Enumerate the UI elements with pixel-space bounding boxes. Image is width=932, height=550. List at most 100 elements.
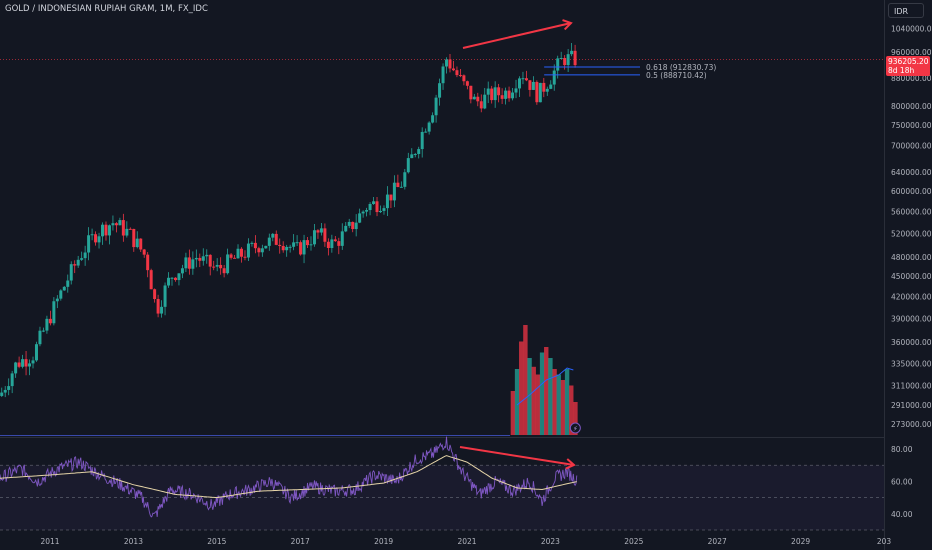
- candle-body: [573, 50, 577, 66]
- candle-body: [333, 239, 337, 242]
- candle-body: [146, 254, 150, 271]
- candle-body: [378, 210, 382, 213]
- candle-body: [552, 70, 556, 85]
- volume-bar: [531, 366, 536, 435]
- candle-body: [215, 264, 219, 267]
- candle-body: [361, 211, 365, 214]
- candle-body: [14, 362, 18, 374]
- candle-body: [7, 386, 11, 390]
- candle-body: [385, 194, 389, 209]
- candle-body: [240, 248, 244, 257]
- candle-body: [236, 248, 240, 259]
- candle-body: [17, 362, 21, 367]
- candle-body: [483, 94, 487, 109]
- candle-body: [94, 234, 98, 243]
- candle-body: [490, 88, 494, 101]
- currency-button[interactable]: IDR: [888, 3, 924, 18]
- candle-body: [222, 268, 226, 274]
- price-axis-label-13: 390000.00: [891, 314, 932, 323]
- candle-body: [306, 240, 310, 246]
- candle-body: [517, 78, 521, 89]
- candle-body: [250, 242, 254, 244]
- candle-body: [344, 225, 348, 232]
- candle-body: [229, 254, 233, 258]
- candle-body: [472, 96, 476, 100]
- candle-body: [358, 213, 362, 223]
- chart-title: GOLD / INDONESIAN RUPIAH GRAM, 1M, FX_ID…: [5, 4, 208, 14]
- candle-body: [406, 158, 410, 173]
- candle-body: [514, 88, 518, 93]
- candle-body: [302, 240, 306, 255]
- candle-body: [469, 85, 473, 100]
- candle-body: [76, 259, 80, 266]
- time-axis-label-2: 2015: [207, 537, 226, 546]
- last-price-tag: 936205.20 8d 18h: [886, 56, 930, 76]
- candle-body: [292, 242, 296, 247]
- candle-body: [69, 264, 73, 281]
- price-axis-label-1: 960000.00: [891, 48, 932, 57]
- candle-body: [531, 81, 535, 90]
- volume-bar: [535, 374, 541, 435]
- candle-body: [149, 270, 153, 290]
- volume-bar: [569, 385, 574, 435]
- candle-body: [372, 201, 376, 204]
- volume-bar: [527, 358, 532, 435]
- candle-body: [511, 92, 515, 99]
- candle-body: [97, 236, 101, 243]
- volume-bar: [514, 369, 520, 435]
- volume-bar: [519, 341, 524, 435]
- candle-body: [382, 208, 386, 211]
- rsi-divergence-arrow-head: [565, 458, 576, 470]
- candle-body: [163, 285, 167, 307]
- price-axis-label-0: 1040000.00: [891, 24, 932, 33]
- candle-body: [365, 210, 369, 212]
- candle-body: [28, 363, 32, 367]
- candle-body: [80, 258, 84, 260]
- volume-bar: [556, 374, 561, 435]
- candle-body: [274, 233, 278, 245]
- candle-body: [493, 87, 497, 101]
- time-axis-label-7: 2025: [624, 537, 643, 546]
- candle-body: [288, 246, 292, 248]
- candle-body: [180, 268, 184, 274]
- candle-body: [347, 221, 351, 226]
- time-axis-label-9: 2029: [791, 537, 810, 546]
- candle-body: [368, 203, 372, 211]
- price-axis-label-16: 311000.00: [891, 381, 932, 390]
- candle-body: [312, 230, 316, 245]
- candle-body: [556, 58, 560, 71]
- candle-body: [413, 153, 417, 155]
- candle-body: [59, 290, 63, 299]
- price-axis-label-9: 520000.00: [891, 229, 932, 238]
- price-axis-label-15: 335000.00: [891, 359, 932, 368]
- candle-body: [205, 254, 209, 257]
- price-axis-label-3: 800000.00: [891, 102, 932, 111]
- candle-body: [177, 273, 181, 281]
- fib-level-label-1: 0.5 (888710.42): [646, 71, 707, 80]
- candle-body: [111, 223, 115, 226]
- candle-body: [323, 228, 327, 242]
- time-axis-label-10: 203: [877, 537, 892, 546]
- candle-body: [319, 228, 323, 233]
- candle-body: [299, 242, 303, 255]
- price-axis-label-2: 880000.00: [891, 74, 932, 83]
- candle-body: [260, 248, 264, 253]
- candle-body: [389, 194, 393, 201]
- candle-body: [354, 222, 358, 230]
- candle-body: [458, 75, 462, 77]
- candle-body: [497, 87, 501, 96]
- candle-body: [104, 224, 108, 236]
- fib-level-label-0: 0.618 (912830.73): [646, 63, 716, 72]
- candle-body: [118, 220, 122, 226]
- price-axis-label-17: 291000.00: [891, 401, 932, 410]
- lightning-glyph: ⚡: [573, 425, 578, 433]
- candle-body: [170, 277, 174, 279]
- candle-body: [417, 149, 421, 154]
- candle-body: [73, 264, 77, 266]
- candle-body: [549, 84, 553, 89]
- candle-body: [271, 233, 275, 238]
- rsi-ma-line: [0, 455, 577, 499]
- candle-body: [191, 259, 195, 269]
- lightning-icon[interactable]: [569, 422, 581, 434]
